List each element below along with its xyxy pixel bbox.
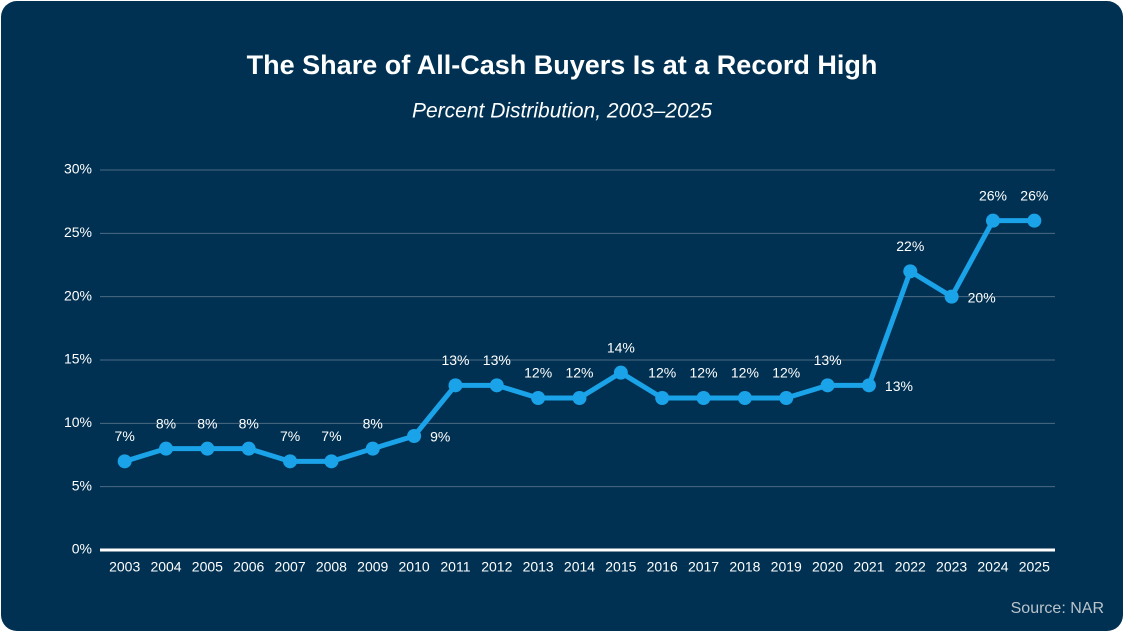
x-tick-label: 2006	[233, 559, 264, 575]
point	[696, 391, 711, 405]
data-label: 7%	[115, 428, 135, 444]
point	[655, 391, 670, 405]
y-tick-label: 0%	[72, 541, 92, 557]
point	[365, 441, 380, 456]
x-tick-label: 2014	[564, 559, 595, 575]
point	[613, 365, 628, 380]
data-label: 13%	[885, 378, 913, 394]
point	[985, 213, 1000, 228]
data-label: 22%	[896, 238, 924, 254]
data-label: 13%	[441, 352, 469, 368]
x-tick-label: 2016	[647, 559, 678, 575]
point	[448, 378, 463, 393]
data-label: 13%	[483, 352, 511, 368]
data-label: 12%	[731, 365, 759, 381]
data-label: 9%	[430, 429, 450, 445]
data-label: 20%	[968, 289, 996, 305]
x-tick-label: 2011	[440, 559, 470, 575]
y-tick-label: 15%	[64, 351, 92, 367]
x-tick-label: 2013	[523, 559, 554, 575]
point	[779, 391, 794, 405]
x-tick-label: 2003	[109, 559, 140, 575]
y-tick-label: 20%	[64, 287, 92, 303]
data-label: 8%	[239, 415, 259, 431]
source: Source: NAR	[1011, 600, 1104, 617]
point	[861, 378, 876, 393]
data-label: 8%	[197, 415, 217, 431]
y-tick-label: 30%	[64, 161, 92, 177]
point	[903, 264, 918, 279]
point	[489, 378, 504, 393]
point	[324, 454, 339, 469]
x-tick-label: 2024	[977, 559, 1008, 575]
x-tick-label: 2015	[605, 559, 636, 575]
data-label: 13%	[814, 352, 842, 368]
point	[117, 454, 132, 469]
data-label: 26%	[979, 187, 1007, 203]
data-label: 7%	[280, 428, 300, 444]
point	[944, 289, 959, 304]
y-tick-label: 5%	[72, 477, 92, 493]
x-tick-label: 2007	[274, 559, 305, 575]
data-label: 14%	[607, 339, 635, 355]
point	[572, 391, 587, 405]
chart-title: The Share of All-Cash Buyers Is at a Rec…	[247, 50, 878, 80]
point	[159, 441, 174, 456]
x-tick-label: 2018	[729, 559, 760, 575]
data-label: 12%	[524, 365, 552, 381]
point	[531, 391, 546, 405]
data-label: 12%	[565, 365, 593, 381]
data-label: 7%	[321, 428, 341, 444]
point	[241, 441, 256, 456]
data-label: 8%	[156, 415, 176, 431]
point	[200, 441, 215, 456]
chart-subtitle: Percent Distribution, 2003–2025	[412, 100, 712, 123]
data-label: 8%	[363, 415, 383, 431]
point	[1027, 213, 1042, 228]
x-tick-label: 2025	[1019, 559, 1050, 575]
data-label: 12%	[648, 365, 676, 381]
point	[407, 429, 422, 443]
x-tick-label: 2009	[357, 559, 388, 575]
x-tick-label: 2012	[481, 559, 512, 575]
x-tick-label: 2020	[812, 559, 843, 575]
x-tick-label: 2017	[688, 559, 719, 575]
y-tick-label: 25%	[64, 224, 92, 240]
point	[820, 378, 835, 393]
x-tick-label: 2004	[150, 559, 181, 575]
x-tick-label: 2005	[192, 559, 223, 575]
point	[737, 391, 752, 405]
x-tick-label: 2021	[853, 559, 884, 575]
data-label: 12%	[690, 365, 718, 381]
x-tick-label: 2008	[316, 559, 347, 575]
x-tick-label: 2022	[895, 559, 926, 575]
y-tick-label: 10%	[64, 414, 92, 430]
x-tick-label: 2010	[399, 559, 430, 575]
data-label: 26%	[1020, 187, 1048, 203]
point	[283, 454, 298, 469]
data-label: 12%	[772, 365, 800, 381]
x-tick-label: 2019	[771, 559, 802, 575]
x-tick-label: 2023	[936, 559, 967, 575]
